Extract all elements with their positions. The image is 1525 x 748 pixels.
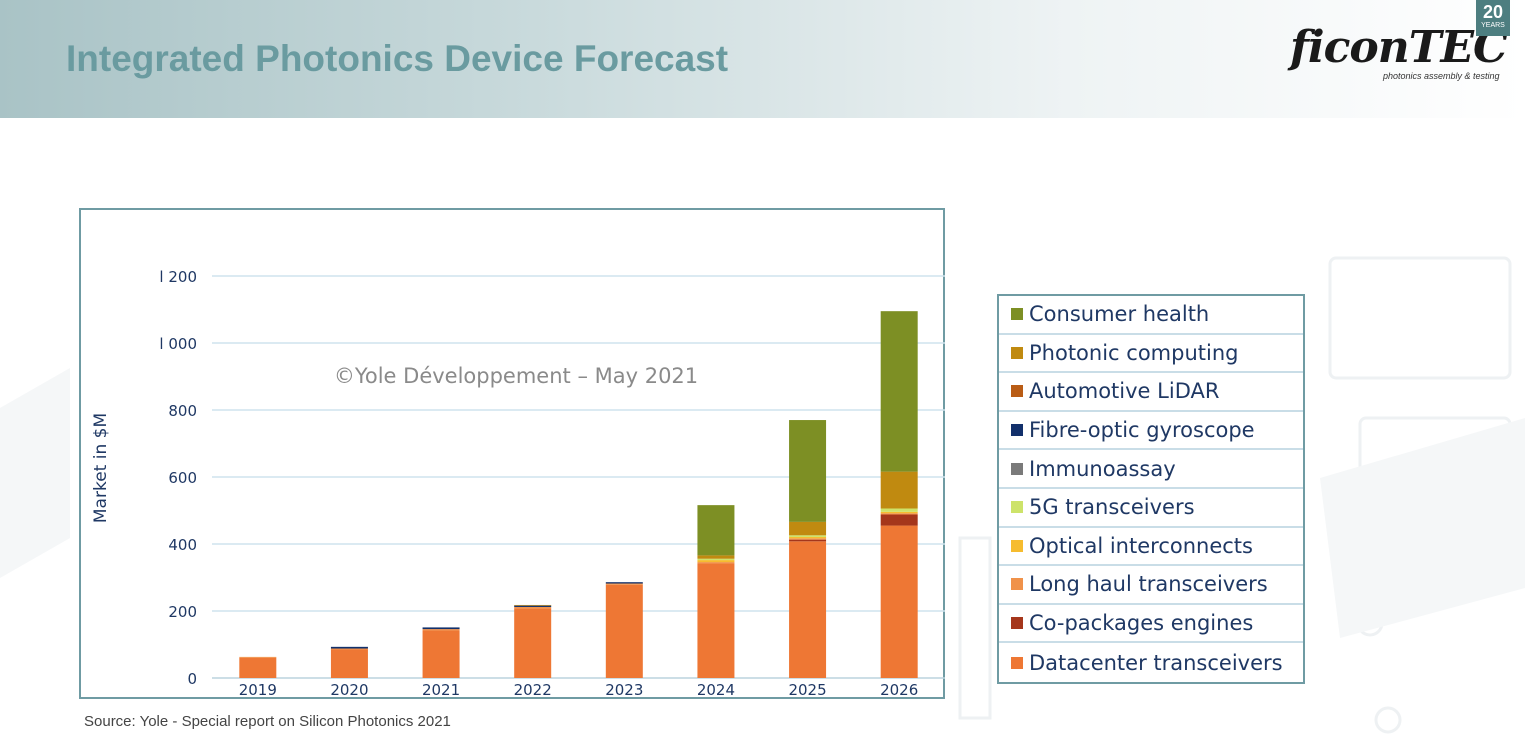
legend-swatch — [1011, 308, 1023, 321]
y-tick-label: l 000 — [159, 335, 197, 353]
bar-segment-long-haul-transceivers — [330, 648, 368, 650]
bar-segment-consumer-health — [789, 420, 827, 522]
legend-item: Automotive LiDAR — [999, 373, 1303, 412]
bar-segment-datacenter-transceivers — [514, 608, 552, 678]
years-badge: 20 YEARS — [1476, 0, 1510, 36]
x-tick-label: 2026 — [880, 681, 918, 699]
logo-wordmark: ficonTEC — [1290, 22, 1508, 73]
legend-item: Immunoassay — [999, 450, 1303, 489]
bar-segment-photonic-computing — [514, 604, 552, 606]
x-tick-label: 2023 — [605, 681, 643, 699]
legend-item: Photonic computing — [999, 335, 1303, 374]
legend-label: Automotive LiDAR — [1029, 379, 1220, 404]
bar-segment-photonic-computing — [697, 555, 735, 559]
bar-segment-photonic-computing — [789, 521, 827, 536]
bar-segment-datacenter-transceivers — [605, 584, 643, 678]
legend-label: Long haul transceivers — [1029, 572, 1268, 597]
bar-segment-fibre-optic-gyroscope — [422, 627, 460, 630]
legend-item: Fibre-optic gyroscope — [999, 412, 1303, 451]
legend-swatch — [1011, 346, 1023, 359]
legend-label: Photonic computing — [1029, 340, 1239, 365]
x-tick-label: 2020 — [330, 681, 368, 699]
bar-segment-5g-transceivers — [697, 558, 735, 561]
legend-label: 5G transceivers — [1029, 495, 1195, 520]
bar-segment-datacenter-transceivers — [697, 563, 735, 678]
bar-segment-co-packages-engines — [880, 514, 918, 526]
stacked-bar-chart: 0 200 400 600 800 l 000 l 200 Market in $M ©Yole… — [91, 268, 945, 699]
legend-label: Consumer health — [1029, 302, 1210, 327]
legend-swatch — [1011, 424, 1023, 437]
ficontec-logo: ficonTEC photonics assembly & testing — [1286, 22, 1508, 86]
x-tick-label: 2021 — [422, 681, 460, 699]
bar-segment-long-haul-transceivers — [422, 629, 460, 631]
legend-item: Consumer health — [999, 296, 1303, 335]
bar-segment-long-haul-transceivers — [789, 538, 827, 540]
legend-item: Co-packages engines — [999, 605, 1303, 644]
y-tick-label: 0 — [187, 670, 197, 688]
legend-swatch — [1011, 462, 1023, 475]
bar-segment-co-packages-engines — [789, 539, 827, 542]
legend-swatch — [1011, 656, 1023, 669]
y-tick-label: 800 — [168, 402, 197, 420]
bar-segment-long-haul-transceivers — [605, 583, 643, 585]
legend-item: Long haul transceivers — [999, 566, 1303, 605]
chart-legend: Consumer health Photonic computing Automot… — [997, 294, 1305, 684]
bar-segment-datacenter-transceivers — [239, 657, 277, 678]
y-tick-label: 400 — [168, 536, 197, 554]
bar-segment-5g-transceivers — [789, 535, 827, 537]
legend-swatch — [1011, 578, 1023, 591]
bar-segment-optical-interconnects — [697, 560, 735, 563]
legend-item: 5G transceivers — [999, 489, 1303, 528]
bar-segment-datacenter-transceivers — [789, 541, 827, 678]
source-note: Source: Yole - Special report on Silicon… — [84, 713, 451, 730]
y-tick-label: 600 — [168, 469, 197, 487]
bar-segment-fibre-optic-gyroscope — [514, 605, 552, 607]
legend-item: Datacenter transceivers — [999, 643, 1303, 682]
page-title: Integrated Photonics Device Forecast — [66, 38, 729, 79]
y-tick-label: l 200 — [159, 268, 197, 286]
legend-label: Datacenter transceivers — [1029, 650, 1283, 675]
x-tick-label: 2019 — [239, 681, 277, 699]
y-tick-label: 200 — [168, 603, 197, 621]
bar-segment-fibre-optic-gyroscope — [330, 646, 368, 649]
legend-label: Immunoassay — [1029, 456, 1176, 481]
bar-segment-optical-interconnects — [789, 536, 827, 539]
header-band — [0, 0, 1525, 118]
bar-segment-datacenter-transceivers — [422, 630, 460, 678]
badge-number: 20 — [1482, 2, 1504, 22]
background-machinery-decoration — [0, 256, 1525, 734]
x-tick-label: 2025 — [788, 681, 826, 699]
legend-label: Fibre-optic gyroscope — [1029, 418, 1255, 443]
legend-swatch — [1011, 539, 1023, 552]
bar-segment-5g-transceivers — [880, 508, 918, 512]
legend-swatch — [1011, 385, 1023, 398]
bar-segment-fibre-optic-gyroscope — [605, 582, 643, 584]
legend-label: Optical interconnects — [1029, 533, 1253, 558]
bar-segment-long-haul-transceivers — [239, 656, 277, 658]
bar-segment-datacenter-transceivers — [330, 649, 368, 678]
bar-segment-long-haul-transceivers — [880, 513, 918, 515]
legend-swatch — [1011, 501, 1023, 514]
x-tick-label: 2024 — [697, 681, 735, 699]
bar-segment-optical-interconnects — [880, 511, 918, 514]
bar-segment-long-haul-transceivers — [514, 606, 552, 609]
legend-item: Optical interconnects — [999, 528, 1303, 567]
legend-swatch — [1011, 617, 1023, 630]
bar-segment-consumer-health — [880, 311, 918, 472]
bar-segment-long-haul-transceivers — [697, 562, 735, 564]
bar-segment-consumer-health — [697, 505, 735, 556]
legend-label: Co-packages engines — [1029, 611, 1254, 636]
bar-segment-datacenter-transceivers — [880, 525, 918, 678]
watermark: ©Yole Développement – May 2021 — [334, 364, 698, 388]
bar-segment-photonic-computing — [880, 471, 918, 509]
x-tick-label: 2022 — [514, 681, 552, 699]
y-axis-title: Market in $M — [91, 413, 111, 523]
logo-tagline: photonics assembly & testing — [1383, 71, 1500, 81]
badge-word: YEARS — [1481, 22, 1505, 29]
